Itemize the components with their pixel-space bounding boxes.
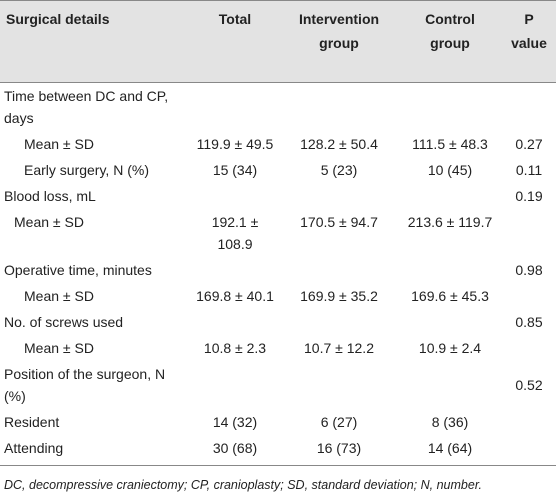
table-row: Mean ± SD 10.8 ± 2.3 10.7 ± 12.2 10.9 ± 2.4 bbox=[0, 335, 556, 361]
table-cell: 0.11 bbox=[515, 162, 543, 178]
table-row: Position of the surgeon, N (%) 0.52 bbox=[0, 361, 556, 409]
table-cell bbox=[502, 283, 556, 309]
table-row: Blood loss, mL 0.19 bbox=[0, 183, 556, 209]
table-cell: 169.8 ± 40.1 bbox=[196, 288, 274, 304]
table-cell: 10.9 ± 2.4 bbox=[418, 340, 482, 356]
table-cell: Mean ± SD bbox=[14, 214, 84, 230]
table-cell: 192.1 ± 108.9 bbox=[211, 214, 259, 252]
table-cell: Mean ± SD bbox=[24, 340, 94, 356]
table-cell bbox=[280, 309, 398, 335]
header-cell: Control group bbox=[398, 0, 502, 83]
table-row: Resident 14 (32) 6 (27) 8 (36) bbox=[0, 409, 556, 435]
table-cell: Mean ± SD bbox=[24, 288, 94, 304]
table-cell bbox=[190, 183, 280, 209]
table-cell bbox=[398, 83, 502, 132]
table-cell: 111.5 ± 48.3 bbox=[412, 136, 488, 152]
data-table: Surgical details Total Intervention group C… bbox=[0, 0, 556, 466]
table-cell: 0.19 bbox=[515, 188, 543, 204]
table-row: No. of screws used 0.85 bbox=[0, 309, 556, 335]
table-cell: 0.98 bbox=[515, 262, 543, 278]
table-row: Operative time, minutes 0.98 bbox=[0, 257, 556, 283]
table-cell: Early surgery, N (%) bbox=[24, 162, 149, 178]
table-row: Early surgery, N (%) 15 (34) 5 (23) 10 (45)… bbox=[0, 157, 556, 183]
table-cell: 169.6 ± 45.3 bbox=[411, 288, 489, 304]
table-body: Time between DC and CP, days Mean ± SD 119… bbox=[0, 83, 556, 466]
table-row: Time between DC and CP, days bbox=[0, 83, 556, 132]
table-cell: 10 (45) bbox=[427, 162, 473, 178]
table-cell bbox=[190, 257, 280, 283]
table-cell: 14 (32) bbox=[212, 414, 258, 430]
table-cell bbox=[502, 409, 556, 435]
table-cell: 8 (36) bbox=[431, 414, 469, 430]
table-cell bbox=[502, 209, 556, 257]
table-row: Mean ± SD 169.8 ± 40.1 169.9 ± 35.2 169.6 ±… bbox=[0, 283, 556, 309]
table-cell bbox=[398, 309, 502, 335]
table-cell: 15 (34) bbox=[212, 162, 258, 178]
table-cell: 16 (73) bbox=[280, 435, 398, 466]
header-cell: P value bbox=[502, 0, 556, 83]
table-cell: Resident bbox=[4, 414, 60, 430]
table-cell bbox=[398, 257, 502, 283]
table-cell: Attending bbox=[0, 435, 190, 466]
table-cell bbox=[280, 257, 398, 283]
footnote: DC, decompressive craniectomy; CP, crani… bbox=[4, 478, 482, 492]
table-cell: 30 (68) bbox=[190, 435, 280, 466]
table-cell bbox=[398, 361, 502, 409]
table-cell bbox=[502, 83, 556, 132]
table-cell: 0.85 bbox=[515, 314, 543, 330]
table-cell: 10.7 ± 12.2 bbox=[304, 340, 374, 356]
table-cell bbox=[280, 361, 398, 409]
table-cell bbox=[190, 83, 280, 132]
table-cell: 0.27 bbox=[515, 136, 543, 152]
table-cell: 128.2 ± 50.4 bbox=[300, 136, 378, 152]
table-cell: 170.5 ± 94.7 bbox=[300, 214, 378, 230]
table-cell: 213.6 ± 119.7 bbox=[407, 214, 493, 230]
table-cell bbox=[502, 335, 556, 361]
table-cell bbox=[280, 183, 398, 209]
header-cell: Surgical details bbox=[0, 0, 190, 83]
header-row: Surgical details Total Intervention group C… bbox=[0, 0, 556, 83]
table-cell bbox=[280, 83, 398, 132]
table-cell bbox=[398, 183, 502, 209]
header-cell: Intervention group bbox=[280, 0, 398, 83]
table-cell: Time between DC and CP, days bbox=[4, 88, 169, 126]
table-cell: 14 (64) bbox=[398, 435, 502, 466]
table-row: Mean ± SD 119.9 ± 49.5 128.2 ± 50.4 111.5 ±… bbox=[0, 131, 556, 157]
table-cell: 0.52 bbox=[515, 377, 543, 393]
table-cell: 119.9 ± 49.5 bbox=[196, 136, 274, 152]
table-row: Mean ± SD 192.1 ± 108.9 170.5 ± 94.7 213.6 … bbox=[0, 209, 556, 257]
table-cell: Mean ± SD bbox=[24, 136, 94, 152]
table-cell: 5 (23) bbox=[320, 162, 358, 178]
table-cell: No. of screws used bbox=[4, 314, 124, 330]
table-cell bbox=[502, 435, 556, 466]
table-cell bbox=[190, 361, 280, 409]
table-cell bbox=[190, 309, 280, 335]
table-row: Attending 30 (68) 16 (73) 14 (64) bbox=[0, 435, 556, 466]
header-cell: Total bbox=[190, 0, 280, 83]
table-cell: 6 (27) bbox=[320, 414, 358, 430]
table-cell: Operative time, minutes bbox=[4, 262, 152, 278]
table-cell: 169.9 ± 35.2 bbox=[300, 288, 378, 304]
table-cell: Blood loss, mL bbox=[4, 188, 96, 204]
table-cell: Position of the surgeon, N (%) bbox=[4, 366, 166, 404]
table-cell: 10.8 ± 2.3 bbox=[203, 340, 267, 356]
